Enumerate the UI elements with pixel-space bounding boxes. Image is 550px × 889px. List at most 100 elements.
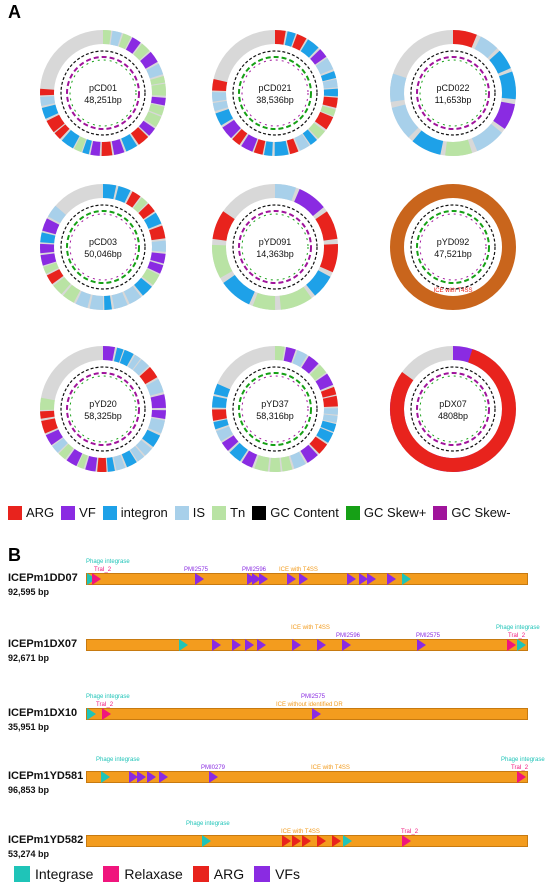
legend-item-tn: Tn: [212, 505, 245, 520]
feature-arc: [212, 211, 235, 241]
plasmid-name: pYD092: [437, 237, 470, 247]
feature-arc: [212, 79, 228, 92]
plasmid-size: 11,653bp: [435, 95, 472, 105]
feature-arc: [111, 292, 128, 309]
gene-arrow: [102, 708, 111, 720]
feature-arc: [142, 268, 160, 286]
feature-arc: [222, 119, 241, 139]
ice-name: ICEPm1YD581: [8, 770, 84, 782]
gc-skew-ring-inner: [241, 375, 309, 443]
ice-note: ICE without identified DR: [276, 702, 343, 708]
feature-arc: [493, 101, 515, 129]
ice-note: ICE with T4SS: [279, 567, 318, 573]
feature-arc: [322, 414, 338, 423]
feature-arc: [320, 105, 336, 117]
plasmid-map-pcd01: pCD01 48,251bp: [28, 18, 178, 168]
feature-arc: [254, 455, 270, 472]
feature-arc: [280, 456, 293, 472]
gene-label: TraI_2: [96, 702, 114, 708]
gc-skew-ring-inner: [419, 59, 487, 127]
gene-label: PMI2575: [184, 567, 209, 573]
feature-arc: [149, 225, 166, 241]
feature-arc: [322, 395, 338, 407]
feature-arc: [320, 420, 337, 432]
gc-content-ring: [60, 366, 146, 452]
feature-arc: [46, 269, 64, 285]
gene-label: Phage integrase: [96, 757, 140, 763]
feature-arc: [150, 252, 166, 264]
gene-arrow: [292, 835, 301, 847]
feature-arc: [77, 453, 88, 469]
feature-arc: [322, 96, 338, 108]
gc-skew-ring-inner: [69, 375, 137, 443]
feature-arc: [275, 184, 297, 201]
feature-arc: [390, 73, 407, 102]
ice-region-ring: [390, 184, 516, 310]
gc-skew-ring: [238, 56, 312, 130]
feature-arc: [315, 57, 334, 75]
feature-arc: [323, 88, 338, 97]
ice-name: ICEPm1DX07: [8, 638, 78, 650]
feature-arc: [453, 30, 477, 48]
feature-arc: [101, 141, 113, 156]
feature-arc: [316, 427, 334, 443]
gene-arrow: [299, 573, 308, 585]
feature-arc: [241, 134, 258, 152]
feature-arc: [40, 232, 56, 244]
plasmid-name: pCD022: [436, 83, 469, 93]
feature-arc: [82, 139, 92, 155]
plasmid-map-pyd20: pYD20 58,325bp: [28, 334, 178, 484]
gc-skew-ring: [66, 56, 140, 130]
feature-arc: [212, 244, 233, 278]
gc-content-ring: [232, 366, 318, 452]
gc-content-ring: [410, 366, 496, 452]
feature-arc: [269, 457, 281, 472]
gene-arrow: [212, 639, 221, 651]
feature-arc: [45, 429, 63, 446]
ice-size: 35,951 bp: [8, 722, 50, 732]
ice-backbone-bar: [86, 639, 528, 651]
gene-arrow: [137, 771, 146, 783]
feature-arc: [144, 111, 162, 127]
feature-arc: [146, 63, 164, 79]
gene-arrow: [129, 771, 138, 783]
feature-arc: [474, 36, 498, 59]
feature-arc: [150, 394, 166, 409]
feature-arc: [216, 426, 233, 442]
feature-arc: [133, 197, 148, 213]
gene-arrow: [312, 708, 321, 720]
ice-note: ICE with T4SS: [311, 765, 350, 771]
plasmid-map-pyd091: pYD091 14,363bp: [200, 172, 350, 322]
gene-arrow: [417, 639, 426, 651]
legend-item-arg: ARG: [8, 505, 54, 520]
gene-arrow: [259, 573, 268, 585]
feature-arc: [223, 274, 255, 305]
gene-label: Phage integrase: [496, 625, 540, 631]
gene-arrow: [195, 573, 204, 585]
gene-arrow: [87, 573, 96, 585]
feature-arc: [135, 439, 152, 456]
gene-arrow: [179, 639, 188, 651]
gene-arrow: [317, 639, 326, 651]
plasmid-size: 4808bp: [438, 411, 468, 421]
feature-arc: [151, 83, 166, 96]
gene-arrow: [342, 639, 351, 651]
feature-arc: [445, 139, 473, 157]
feature-arc: [213, 383, 231, 398]
plasmid-name: pYD091: [259, 237, 292, 247]
legend-item-gc-skew-minus: GC Skew-: [433, 505, 511, 520]
feature-arc: [315, 211, 338, 241]
plasmid-size: 38,536bp: [256, 95, 294, 105]
plasmid-map-pyd37: pYD37 58,316bp: [200, 334, 350, 484]
feature-arc: [232, 128, 248, 145]
ice-name: ICEPm1YD582: [8, 834, 84, 846]
gene-arrow: [202, 835, 211, 847]
feature-arc: [138, 120, 155, 136]
feature-arc: [252, 292, 276, 310]
gene-arrow: [209, 771, 218, 783]
feature-arc: [89, 294, 104, 310]
plasmid-name: pCD021: [258, 83, 291, 93]
plasmid-map-pdx07: pDX07 4808bp: [378, 334, 528, 484]
gene-arrow: [387, 573, 396, 585]
gene-arrow: [359, 573, 368, 585]
